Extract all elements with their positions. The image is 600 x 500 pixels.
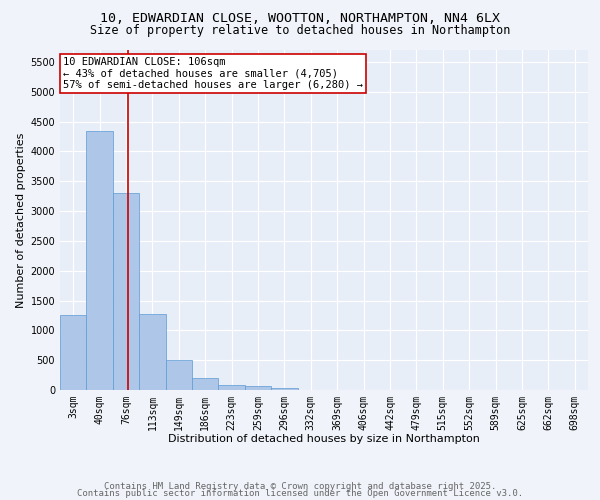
Y-axis label: Number of detached properties: Number of detached properties — [16, 132, 26, 308]
Text: Size of property relative to detached houses in Northampton: Size of property relative to detached ho… — [90, 24, 510, 37]
Text: 10 EDWARDIAN CLOSE: 106sqm
← 43% of detached houses are smaller (4,705)
57% of s: 10 EDWARDIAN CLOSE: 106sqm ← 43% of deta… — [62, 57, 362, 90]
Bar — [86, 130, 113, 390]
Text: Contains HM Land Registry data © Crown copyright and database right 2025.: Contains HM Land Registry data © Crown c… — [104, 482, 496, 491]
Bar — [166, 360, 192, 390]
Bar — [271, 388, 298, 390]
Bar — [139, 314, 166, 390]
Bar — [113, 193, 139, 390]
Text: Contains public sector information licensed under the Open Government Licence v3: Contains public sector information licen… — [77, 488, 523, 498]
Bar — [218, 384, 245, 390]
X-axis label: Distribution of detached houses by size in Northampton: Distribution of detached houses by size … — [168, 434, 480, 444]
Text: 10, EDWARDIAN CLOSE, WOOTTON, NORTHAMPTON, NN4 6LX: 10, EDWARDIAN CLOSE, WOOTTON, NORTHAMPTO… — [100, 12, 500, 26]
Bar — [60, 316, 86, 390]
Bar — [245, 386, 271, 390]
Bar — [192, 378, 218, 390]
